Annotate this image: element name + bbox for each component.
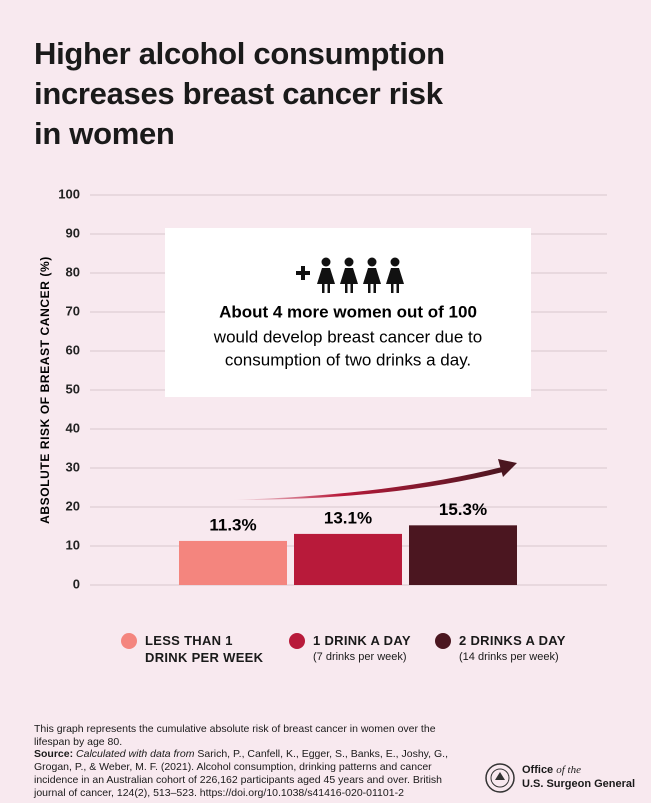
y-tick-label: 90 — [66, 225, 80, 240]
y-axis-label: ABSOLUTE RISK OF BREAST CANCER (%) — [38, 256, 52, 524]
legend-label: 2 DRINKS A DAY — [459, 633, 566, 648]
bar — [409, 525, 517, 585]
annotation-body: would develop breast cancer due to — [213, 327, 482, 346]
annotation-body: consumption of two drinks a day. — [225, 350, 471, 369]
source-text: Sarich, P., Canfell, K., Egger, S., Bank… — [34, 748, 448, 799]
legend-note: (7 drinks per week) — [313, 651, 407, 663]
y-tick-label: 100 — [58, 186, 80, 201]
chart-title: Higher alcohol consumption increases bre… — [34, 34, 445, 154]
annotation-headline: About 4 more women out of 100 — [219, 302, 477, 321]
value-label: 11.3% — [209, 515, 256, 534]
seal — [485, 763, 515, 793]
trend-arrow — [232, 467, 503, 500]
y-tick-label: 0 — [73, 576, 80, 591]
footer-source: Source: Calculated with data from Sarich… — [34, 748, 449, 800]
y-tick-label: 20 — [66, 498, 80, 513]
y-tick-label: 40 — [66, 420, 80, 435]
legend-swatch — [435, 633, 451, 649]
source-label: Source: — [34, 748, 74, 760]
y-tick-label: 70 — [66, 303, 80, 318]
y-tick-label: 60 — [66, 342, 80, 357]
title-line: in women — [34, 116, 175, 151]
legend-note: (14 drinks per week) — [459, 651, 559, 663]
bar — [179, 540, 287, 585]
logo-office: Office — [522, 764, 554, 776]
y-tick-label: 50 — [66, 381, 80, 396]
logo: Office of the U.S. Surgeon General — [522, 763, 635, 791]
annotation-box — [165, 228, 531, 397]
bar — [294, 533, 402, 585]
legend-swatch — [121, 633, 137, 649]
y-tick-label: 80 — [66, 264, 80, 279]
title-line: Higher alcohol consumption — [34, 36, 445, 71]
arrow-head — [498, 459, 517, 477]
legend-label: 1 DRINK A DAY — [313, 633, 411, 648]
source-italic: Calculated with data from — [76, 748, 195, 760]
logo-name: U.S. Surgeon General — [522, 778, 636, 790]
value-label: 13.1% — [324, 508, 372, 527]
y-tick-label: 30 — [66, 459, 80, 474]
logo-of-the: of the — [556, 764, 581, 776]
y-tick-label: 10 — [66, 537, 80, 552]
title-line: increases breast cancer risk — [34, 76, 443, 111]
value-label: 15.3% — [439, 500, 487, 519]
bars: 11.3% 13.1% 15.3% — [179, 500, 517, 585]
footer-note: This graph represents the cumulative abs… — [34, 723, 436, 748]
legend — [121, 633, 451, 649]
women-icon — [296, 257, 404, 293]
legend-label: LESS THAN 1 DRINK PER WEEK — [145, 633, 264, 665]
chart: 0 10 20 30 40 50 60 70 80 90 100 ABSOLUTE RISK OF … — [38, 186, 607, 649]
legend-swatch — [289, 633, 305, 649]
